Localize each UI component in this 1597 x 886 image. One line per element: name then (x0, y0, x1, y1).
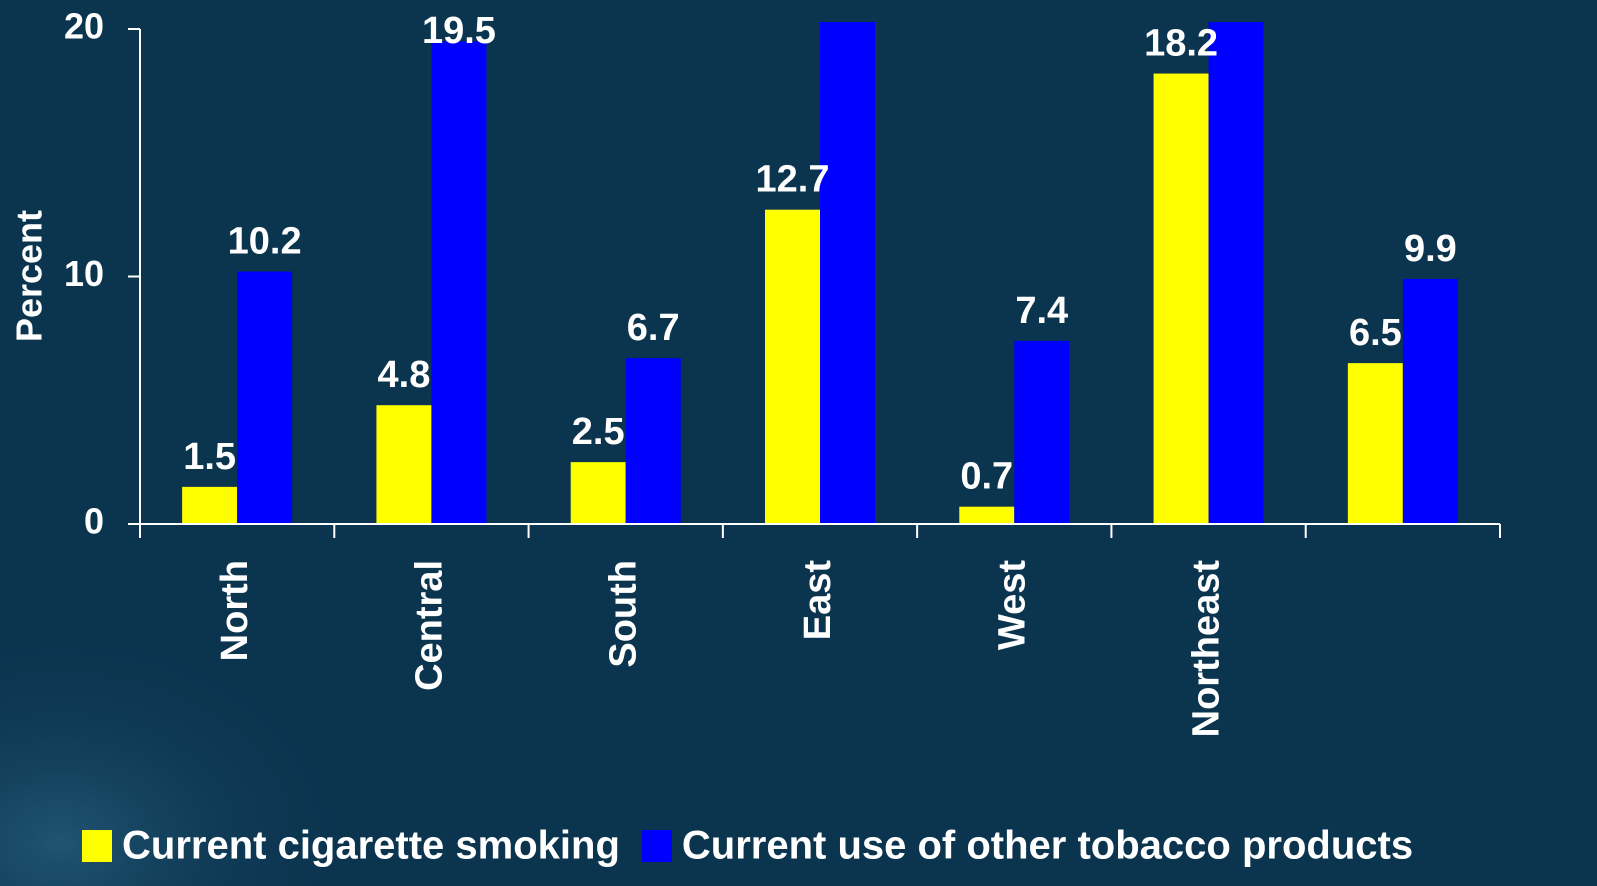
bar (820, 22, 875, 524)
data-label: 7.4 (1015, 290, 1068, 332)
x-tick-label: North (214, 560, 256, 661)
x-tick-label: South (603, 560, 645, 668)
bar (765, 209, 820, 525)
data-label: 0.7 (960, 456, 1013, 498)
bar (376, 405, 432, 524)
data-label: 19.5 (422, 10, 496, 52)
data-label: 6.5 (1349, 312, 1402, 354)
globe-glow (0, 450, 600, 886)
bar (959, 506, 1015, 524)
x-tick-label: Northeast (1186, 560, 1228, 738)
y-tick-label: 20 (64, 6, 104, 47)
y-tick-label: 0 (84, 501, 104, 542)
bar (1347, 363, 1403, 524)
legend-swatch (641, 830, 672, 862)
y-axis-title: Percent (9, 210, 50, 342)
data-label: 2.5 (572, 411, 625, 453)
bar (570, 462, 626, 524)
data-label: 18.2 (1144, 23, 1218, 65)
legend-swatch (82, 830, 112, 862)
bar (431, 41, 487, 524)
data-label: 10.2 (228, 221, 302, 263)
legend-label: Current use of other tobacco products (682, 824, 1413, 868)
data-label: 9.9 (1404, 228, 1457, 270)
bar (1153, 73, 1209, 525)
y-tick-label: 10 (64, 253, 104, 294)
data-label: 6.7 (627, 307, 680, 349)
x-tick-label: West (991, 560, 1033, 650)
bar (1402, 278, 1458, 524)
data-label: 12.7 (756, 159, 830, 201)
data-label: 4.8 (378, 354, 431, 396)
x-tick-label: East (797, 560, 839, 641)
x-tick-label: Central (408, 560, 450, 691)
bar (1208, 22, 1264, 524)
legend-label: Current cigarette smoking (122, 824, 620, 868)
plot-area (182, 22, 1458, 525)
bar (1014, 340, 1070, 524)
bar (625, 358, 681, 524)
data-label: 1.5 (183, 436, 236, 478)
bar (237, 271, 293, 524)
bar (182, 486, 238, 524)
